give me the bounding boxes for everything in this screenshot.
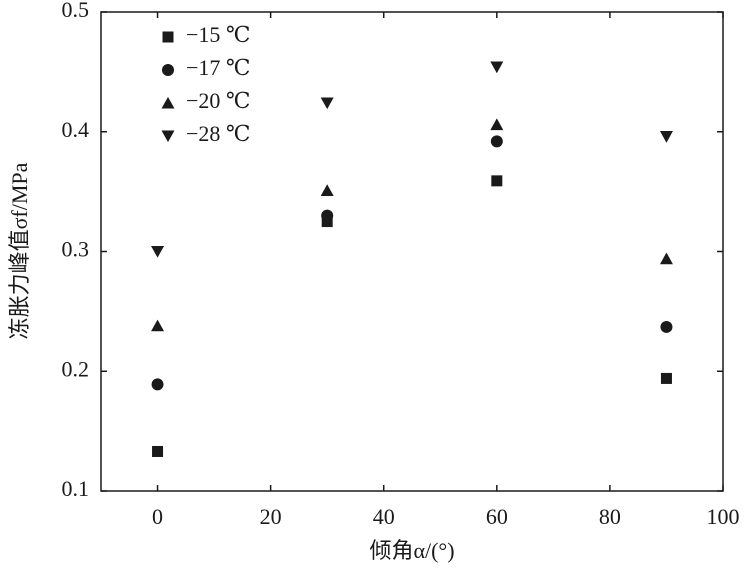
legend-marker (161, 130, 175, 143)
y-tick-label: 0.2 (62, 356, 90, 381)
x-tick-label: 20 (260, 504, 282, 529)
x-tick-label: 60 (486, 504, 508, 529)
point (659, 252, 673, 265)
point (659, 131, 673, 143)
x-tick-label: 80 (599, 504, 621, 529)
x-axis-label: 倾角α/(°) (369, 538, 454, 563)
point (660, 320, 673, 333)
y-tick-label: 0.3 (62, 237, 90, 262)
point (151, 319, 165, 332)
point (321, 209, 334, 222)
point (490, 135, 503, 148)
y-tick-label: 0.4 (62, 117, 90, 142)
point (320, 97, 334, 110)
point (151, 245, 165, 258)
legend-marker (161, 96, 175, 109)
point (151, 378, 164, 391)
point (491, 175, 503, 187)
legend-label: −17 ℃ (186, 55, 251, 80)
y-axis-label: 冻胀力峰值σf/MPa (7, 162, 32, 339)
point (152, 445, 164, 457)
x-tick-label: 0 (152, 504, 163, 529)
point (660, 372, 672, 384)
legend-label: −15 ℃ (186, 22, 251, 47)
x-tick-label: 100 (707, 504, 740, 529)
legend-marker (162, 31, 174, 43)
point (320, 184, 334, 196)
y-tick-label: 0.5 (62, 0, 90, 22)
legend-marker (162, 64, 174, 76)
point (490, 61, 504, 74)
point (490, 118, 504, 131)
legend-label: −20 ℃ (186, 88, 251, 113)
x-tick-label: 40 (373, 504, 395, 529)
y-tick-label: 0.1 (62, 476, 90, 501)
legend-label: −28 ℃ (186, 121, 251, 146)
plot-frame (100, 11, 724, 492)
